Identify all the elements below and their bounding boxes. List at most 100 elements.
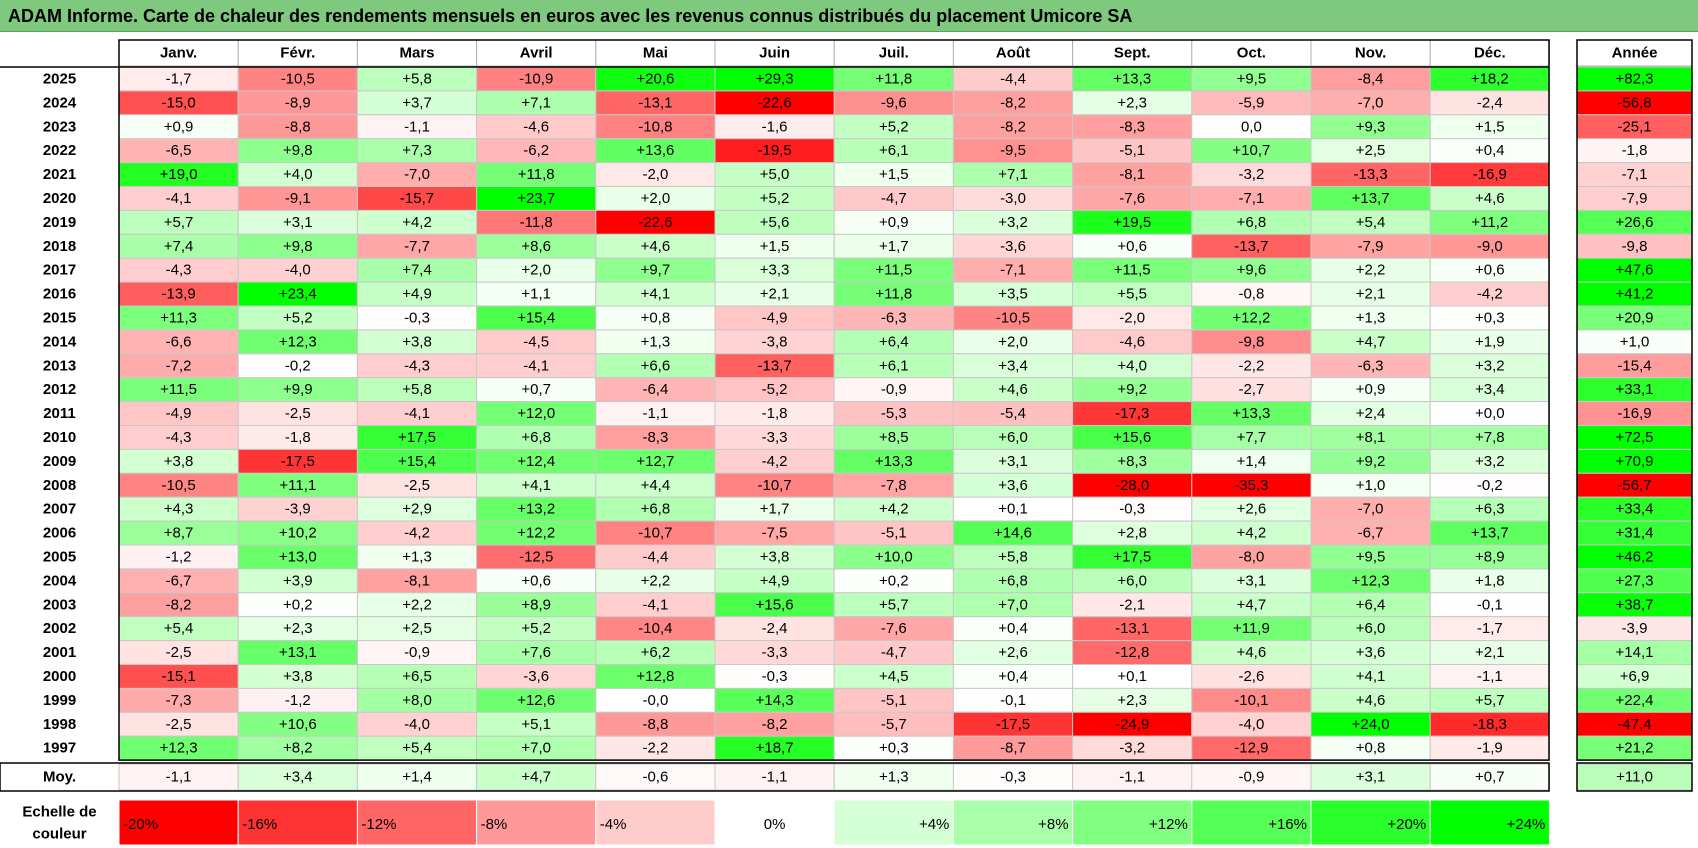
year-label: 1999: [43, 692, 76, 709]
cell-value: +2,1: [1356, 286, 1386, 303]
cell-value: +2,2: [402, 596, 432, 613]
average-annual-border: [1576, 762, 1693, 792]
cell-value: +0,6: [521, 572, 551, 589]
cell-value: +2,8: [1117, 525, 1147, 542]
cell-value: -10,5: [281, 70, 315, 87]
cell-value: +4,6: [1356, 692, 1386, 709]
cell-value: -2,7: [1238, 381, 1264, 398]
average-value: +3,1: [1356, 769, 1386, 786]
cell-value: +1,1: [521, 286, 551, 303]
cell-value: -0,3: [762, 668, 788, 685]
cell-value: +2,9: [402, 501, 432, 518]
cell-value: -7,1: [1000, 262, 1026, 279]
year-label: 2015: [43, 309, 76, 326]
cell-value: -5,7: [881, 716, 907, 733]
cell-value: +15,4: [517, 309, 555, 326]
cell-value: -4,4: [1000, 70, 1026, 87]
cell-value: +0,0: [1475, 405, 1505, 422]
cell-value: -7,6: [881, 620, 907, 637]
cell-value: +8,6: [521, 238, 551, 255]
year-label: 2013: [43, 357, 76, 374]
cell-value: +18,2: [1471, 70, 1509, 87]
cell-value: -10,7: [638, 525, 672, 542]
cell-value: +0,4: [998, 668, 1028, 685]
cell-value: 0,0: [1241, 118, 1262, 135]
cell-value: +4,1: [641, 286, 671, 303]
cell-value: +0,8: [641, 309, 671, 326]
cell-value: +1,0: [1356, 477, 1386, 494]
average-value: -0,6: [642, 769, 668, 786]
year-label: 2022: [43, 142, 76, 159]
cell-value: +3,2: [998, 214, 1028, 231]
average-value: +0,7: [1475, 769, 1505, 786]
annual-value: +46,2: [1616, 548, 1654, 565]
cell-value: -2,0: [1119, 309, 1145, 326]
cell-value: +2,3: [1117, 692, 1147, 709]
cell-value: +0,7: [521, 381, 551, 398]
cell-value: -4,1: [166, 190, 192, 207]
cell-value: -10,1: [1234, 692, 1268, 709]
cell-value: +12,3: [279, 333, 317, 350]
average-value: -1,1: [166, 769, 192, 786]
annual-value: +33,1: [1616, 381, 1654, 398]
cell-value: +11,8: [518, 166, 555, 183]
year-label: 2024: [43, 94, 77, 111]
cell-value: -1,2: [285, 692, 311, 709]
cell-value: +12,6: [517, 692, 555, 709]
annual-value: +33,4: [1616, 501, 1654, 518]
cell-value: +11,1: [279, 477, 316, 494]
annual-value: +72,5: [1616, 429, 1654, 446]
year-label: 2006: [43, 525, 76, 542]
cell-value: -5,2: [762, 381, 788, 398]
cell-value: +18,7: [756, 740, 794, 757]
cell-value: -15,1: [161, 668, 195, 685]
cell-value: -4,5: [523, 333, 549, 350]
cell-value: -5,4: [1000, 405, 1026, 422]
cell-value: +2,3: [1117, 94, 1147, 111]
cell-value: -12,5: [519, 548, 553, 565]
average-annual-value: +11,0: [1616, 769, 1653, 786]
cell-value: +13,3: [1232, 405, 1270, 422]
cell-value: +6,1: [879, 142, 909, 159]
cell-value: +11,2: [1471, 214, 1508, 231]
average-cell: [237, 763, 358, 791]
average-cell: [1429, 763, 1550, 791]
year-label: 2002: [43, 620, 76, 637]
year-label: 2003: [43, 596, 76, 613]
cell-value: +13,3: [1113, 70, 1151, 87]
year-label: 2019: [43, 214, 76, 231]
cell-value: -13,1: [638, 94, 672, 111]
month-header-cell: [118, 39, 239, 67]
scale-swatch: [1072, 799, 1193, 846]
cell-value: +3,1: [1237, 572, 1267, 589]
cell-value: +23,4: [279, 286, 317, 303]
year-label: 2012: [43, 381, 76, 398]
cell-value: +9,3: [1356, 118, 1386, 135]
annual-value: +6,9: [1620, 668, 1650, 685]
cell-value: -8,3: [642, 429, 668, 446]
cell-value: -2,6: [1238, 668, 1264, 685]
cell-value: +5,8: [402, 381, 432, 398]
cell-value: +1,7: [760, 501, 790, 518]
average-value: +1,3: [879, 769, 909, 786]
cell-value: +4,1: [521, 477, 551, 494]
cell-value: +3,6: [1356, 644, 1386, 661]
cell-value: -2,4: [762, 620, 788, 637]
cell-value: +2,0: [521, 262, 551, 279]
cell-value: -0,9: [404, 644, 430, 661]
cell-value: +0,4: [998, 620, 1028, 637]
cell-value: -1,1: [642, 405, 668, 422]
cell-value: +9,2: [1356, 453, 1386, 470]
cell-value: +8,7: [164, 525, 194, 542]
cell-value: -2,5: [285, 405, 311, 422]
cell-value: -9,6: [881, 94, 907, 111]
cell-value: +5,5: [1117, 286, 1147, 303]
cell-value: +5,2: [760, 190, 790, 207]
cell-value: -0,2: [285, 357, 311, 374]
cell-value: +11,8: [875, 286, 912, 303]
cell-value: +4,9: [402, 286, 432, 303]
cell-value: +19,0: [160, 166, 198, 183]
cell-value: -7,1: [1238, 190, 1264, 207]
cell-value: +15,6: [1113, 429, 1151, 446]
month-header-label: Mai: [643, 45, 668, 62]
